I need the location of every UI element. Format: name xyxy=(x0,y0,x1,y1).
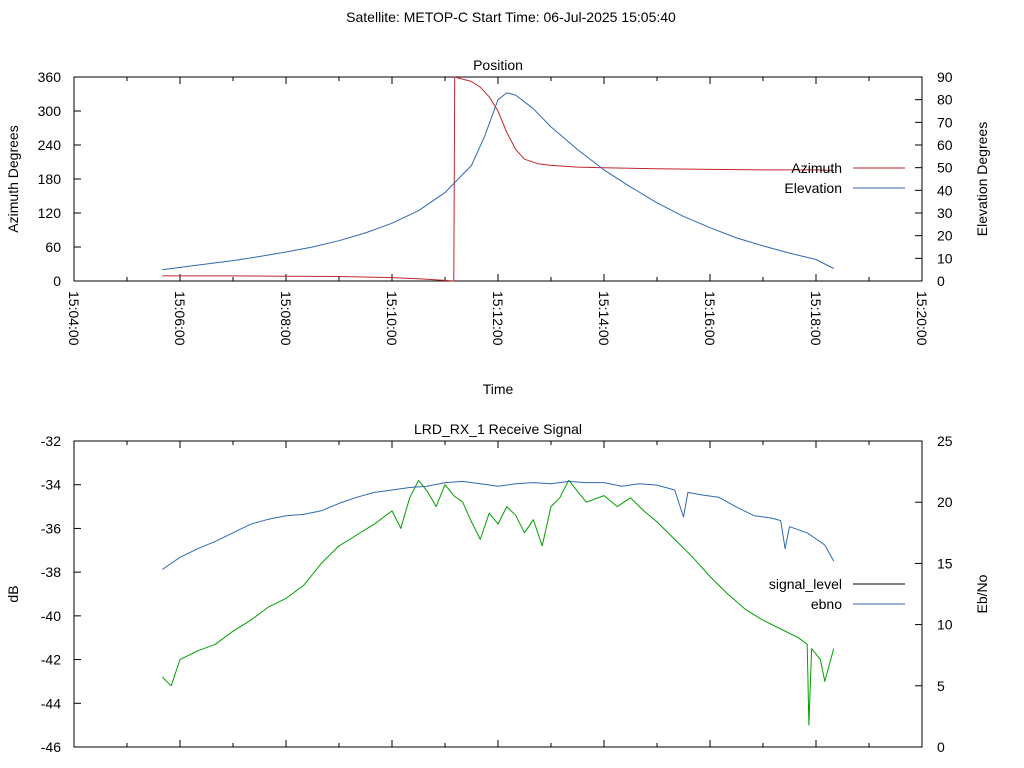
y2-tick-label: 10 xyxy=(937,250,953,266)
y-tick-label: -32 xyxy=(41,433,61,449)
y2-tick-label: 20 xyxy=(937,494,953,510)
y-axis-label: Azimuth Degrees xyxy=(5,125,21,232)
y2-tick-label: 0 xyxy=(937,273,945,289)
y-tick-label: 120 xyxy=(38,205,62,221)
y2-tick-label: 90 xyxy=(937,69,953,85)
y2-tick-label: 20 xyxy=(937,228,953,244)
series-line-signal_level xyxy=(161,479,835,726)
y-tick-label: 300 xyxy=(38,103,62,119)
x-tick-label: 15:18:00 xyxy=(808,291,824,346)
y2-tick-label: 40 xyxy=(937,182,953,198)
y2-tick-label: 0 xyxy=(937,739,945,755)
y2-tick-label: 15 xyxy=(937,555,953,571)
y2-tick-label: 25 xyxy=(937,433,953,449)
y-tick-label: -38 xyxy=(41,564,61,580)
y2-tick-label: 80 xyxy=(937,92,953,108)
y2-tick-label: 10 xyxy=(937,617,953,633)
figure-title: Satellite: METOP-C Start Time: 06-Jul-20… xyxy=(346,9,676,25)
x-tick-label: 15:04:00 xyxy=(66,291,82,346)
receive-signal-chart: LRD_RX_1 Receive Signal -46 -44 -42 -40 -38 -3… xyxy=(5,421,990,755)
y-tick-label: -46 xyxy=(41,739,61,755)
y2-tick-label: 5 xyxy=(937,678,945,694)
legend-label: Azimuth xyxy=(791,160,842,176)
x-tick-label: 15:06:00 xyxy=(172,291,188,346)
y-tick-label: -34 xyxy=(41,477,61,493)
y2-tick-label: 50 xyxy=(937,160,953,176)
x-tick-label: 15:10:00 xyxy=(384,291,400,346)
position-chart: Position 15:04:00 15:06:00 15:08:00 15:10:00… xyxy=(5,57,990,397)
legend-label: ebno xyxy=(811,596,842,612)
x-axis-label: Time xyxy=(483,381,514,397)
series-line-ebno xyxy=(162,480,835,570)
x-tick-label: 15:12:00 xyxy=(490,291,506,346)
plot-frame xyxy=(73,440,923,748)
y2-axis-label: Elevation Degrees xyxy=(974,122,990,236)
y-tick-label: 180 xyxy=(38,171,62,187)
y2-tick-label: 30 xyxy=(937,205,953,221)
y-tick-label: 0 xyxy=(53,273,61,289)
y2-axis-label: Eb/No xyxy=(974,574,990,613)
y-tick-label: 240 xyxy=(38,137,62,153)
y-tick-label: 360 xyxy=(38,69,62,85)
y-tick-label: -40 xyxy=(41,608,61,624)
legend-label: Elevation xyxy=(784,180,842,196)
y-axis-label: dB xyxy=(5,585,21,602)
plot-frame xyxy=(73,76,923,282)
x-tick-label: 15:16:00 xyxy=(702,291,718,346)
y-tick-label: 60 xyxy=(45,239,61,255)
chart-title: LRD_RX_1 Receive Signal xyxy=(414,421,582,437)
y2-tick-label: 60 xyxy=(937,137,953,153)
chart-title: Position xyxy=(473,57,523,73)
series-line-Azimuth xyxy=(162,76,834,282)
y-tick-label: -36 xyxy=(41,520,61,536)
x-tick-label: 15:08:00 xyxy=(278,291,294,346)
y-tick-label: -42 xyxy=(41,652,61,668)
y2-tick-label: 70 xyxy=(937,114,953,130)
x-tick-label: 15:20:00 xyxy=(914,291,930,346)
legend-label: signal_level xyxy=(769,576,842,592)
series-line-Elevation xyxy=(162,92,834,271)
y-tick-label: -44 xyxy=(41,695,61,711)
x-tick-label: 15:14:00 xyxy=(596,291,612,346)
